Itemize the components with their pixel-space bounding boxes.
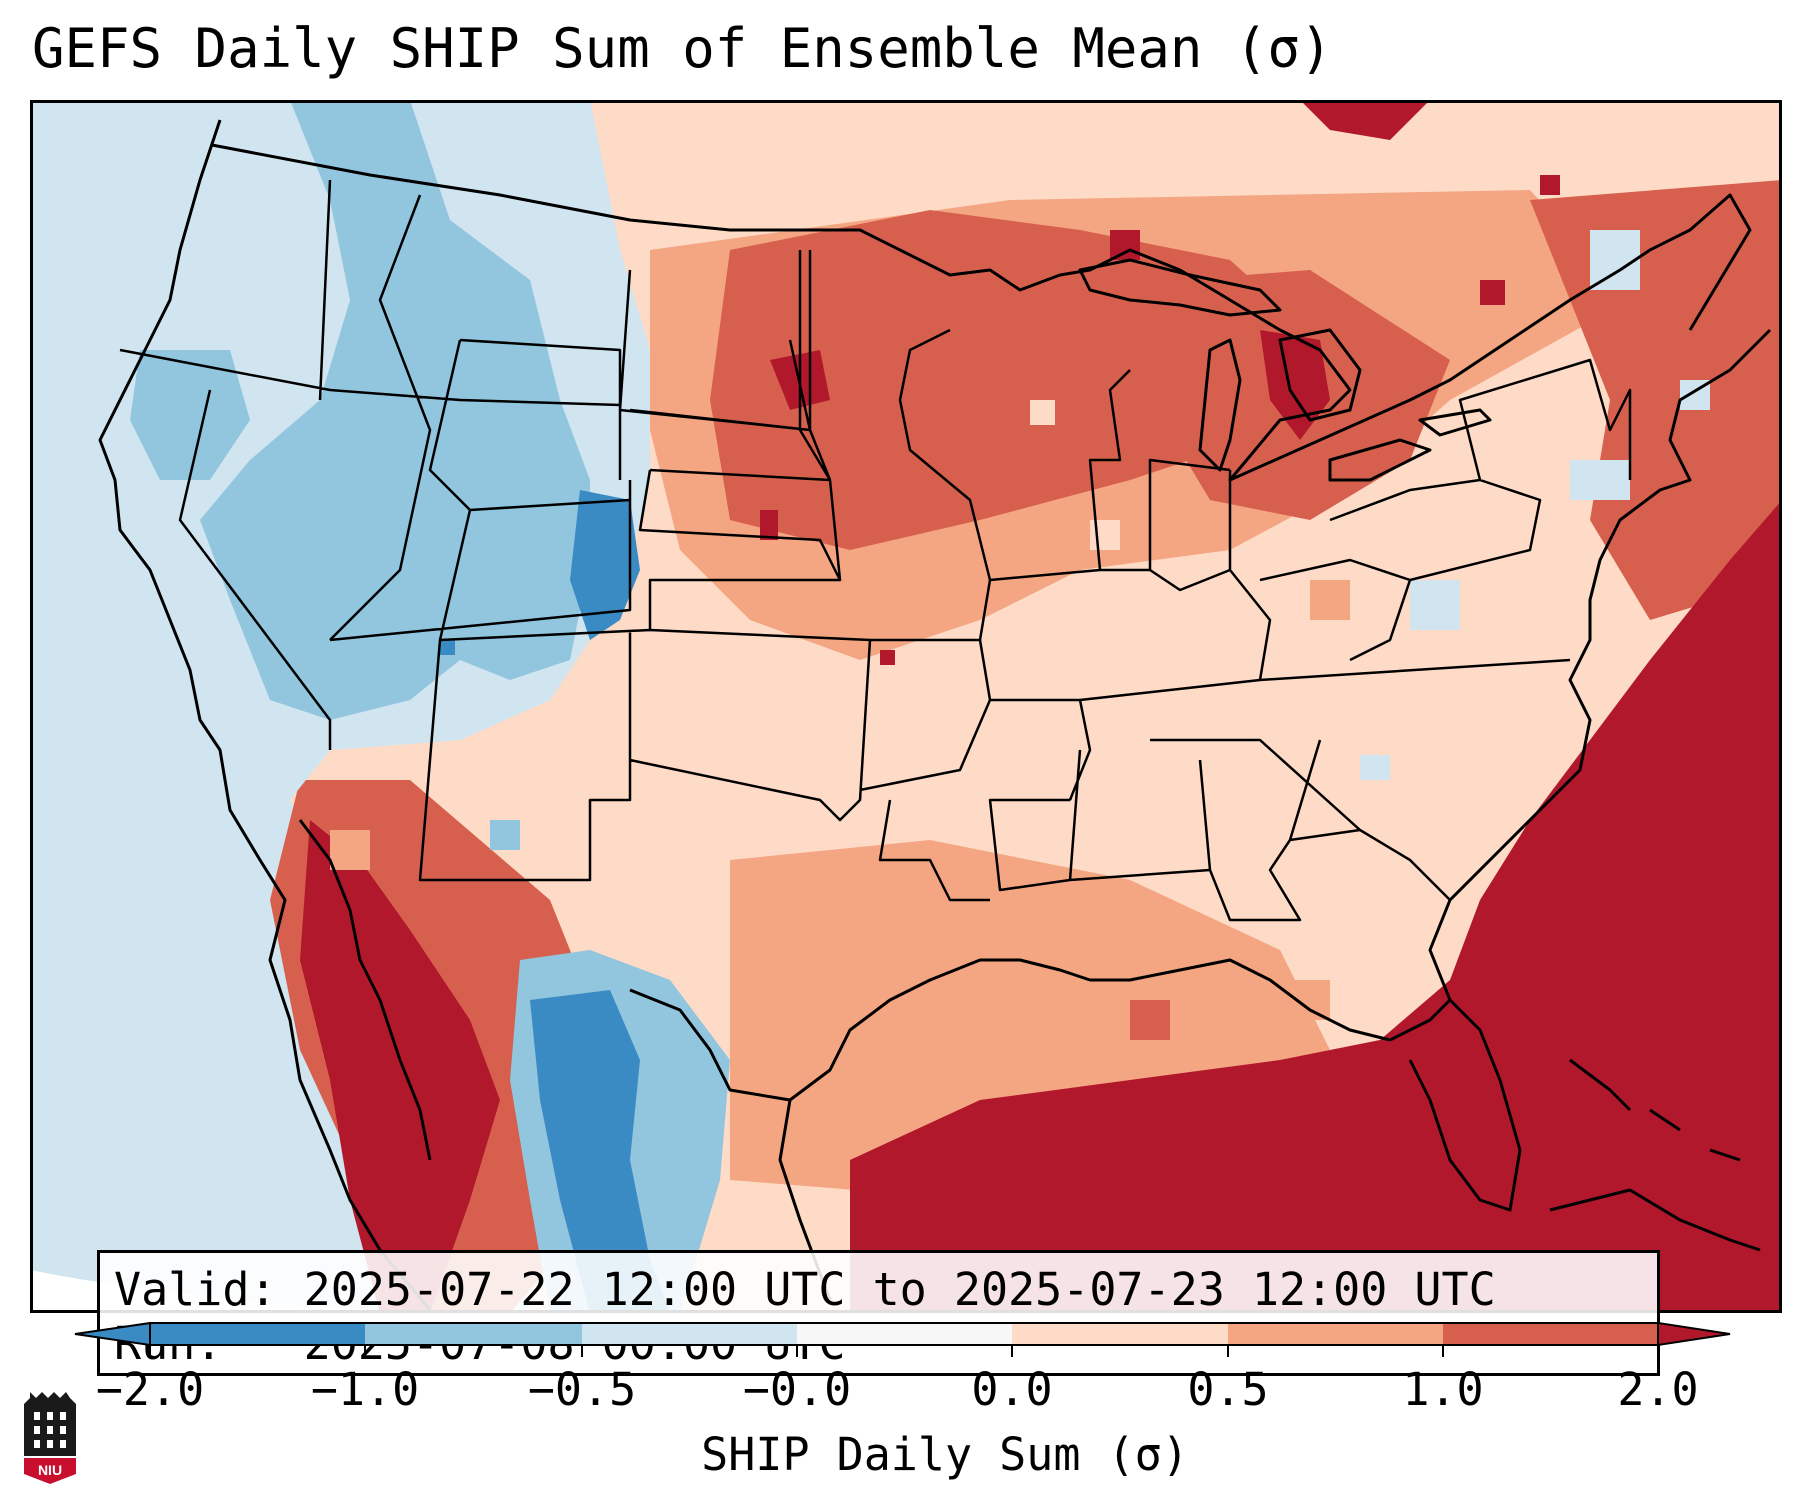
lake-michigan — [1198, 338, 1242, 472]
boundary-lines — [98, 119, 1772, 1311]
coast-baja — [298, 819, 432, 1161]
coast-florida — [1389, 998, 1522, 1212]
lake-ontario — [1418, 408, 1492, 437]
colorbar-extend-high — [1657, 1321, 1731, 1347]
islands-bahamas — [1569, 1058, 1741, 1162]
tick-label: 0.0 — [971, 1363, 1053, 1416]
niu-logo-text: NIU — [38, 1462, 62, 1478]
colorbar-extend-low — [74, 1321, 151, 1347]
lake-superior — [1078, 258, 1282, 317]
colorbar — [74, 1321, 1731, 1357]
tick-label: −0.0 — [742, 1363, 852, 1416]
tick-label: 2.0 — [1617, 1363, 1699, 1416]
tick-label: −2.0 — [95, 1363, 205, 1416]
anomaly-neg20-mexico — [530, 990, 670, 1313]
coast-gulf — [629, 958, 1391, 1102]
colorbar-outline — [149, 1322, 1659, 1346]
anomaly-20-mexico-west — [300, 820, 500, 1313]
tick-label: −0.5 — [527, 1363, 637, 1416]
colorbar-segment — [582, 1323, 797, 1345]
tick-label: 0.5 — [1187, 1363, 1269, 1416]
anomaly-20-atlantic — [850, 500, 1782, 1313]
anomaly-10-northplains — [710, 210, 1330, 550]
colorbar-label: SHIP Daily Sum (σ) — [701, 1428, 1189, 1481]
colorbar-segment — [1443, 1323, 1658, 1345]
speckle-cells — [160, 160, 1710, 1040]
colorbar-segments — [74, 1321, 1731, 1347]
page-title: GEFS Daily SHIP Sum of Ensemble Mean (σ) — [32, 17, 1333, 80]
coast-east — [1428, 328, 1772, 1001]
colorbar-ticks — [149, 1345, 1659, 1357]
island-cuba — [1549, 1188, 1761, 1252]
map-canvas — [30, 100, 1782, 1313]
anomaly-neg10-west-coast — [130, 350, 250, 480]
tick-label: −1.0 — [310, 1363, 420, 1416]
colorbar-segment — [365, 1323, 582, 1345]
valid-time-text: Valid: 2025-07-22 12:00 UTC to 2025-07-2… — [114, 1263, 1496, 1316]
state-lines — [119, 179, 1632, 922]
tick-label: 1.0 — [1402, 1363, 1484, 1416]
colorbar-segment — [1228, 1323, 1443, 1345]
border-us-canada — [211, 143, 1752, 482]
lake-erie — [1328, 438, 1432, 482]
anomaly-20-hudson — [1300, 100, 1430, 140]
anomaly-neg20-colorado — [570, 490, 640, 640]
niu-logo: NIU — [24, 1392, 76, 1484]
colorbar-segment — [150, 1323, 365, 1345]
colorbar-segment — [797, 1323, 1012, 1345]
colorbar-segment — [1012, 1323, 1228, 1345]
map-panel: Valid: 2025-07-22 12:00 UTC to 2025-07-2… — [30, 100, 1782, 1376]
lake-huron — [1278, 328, 1362, 422]
